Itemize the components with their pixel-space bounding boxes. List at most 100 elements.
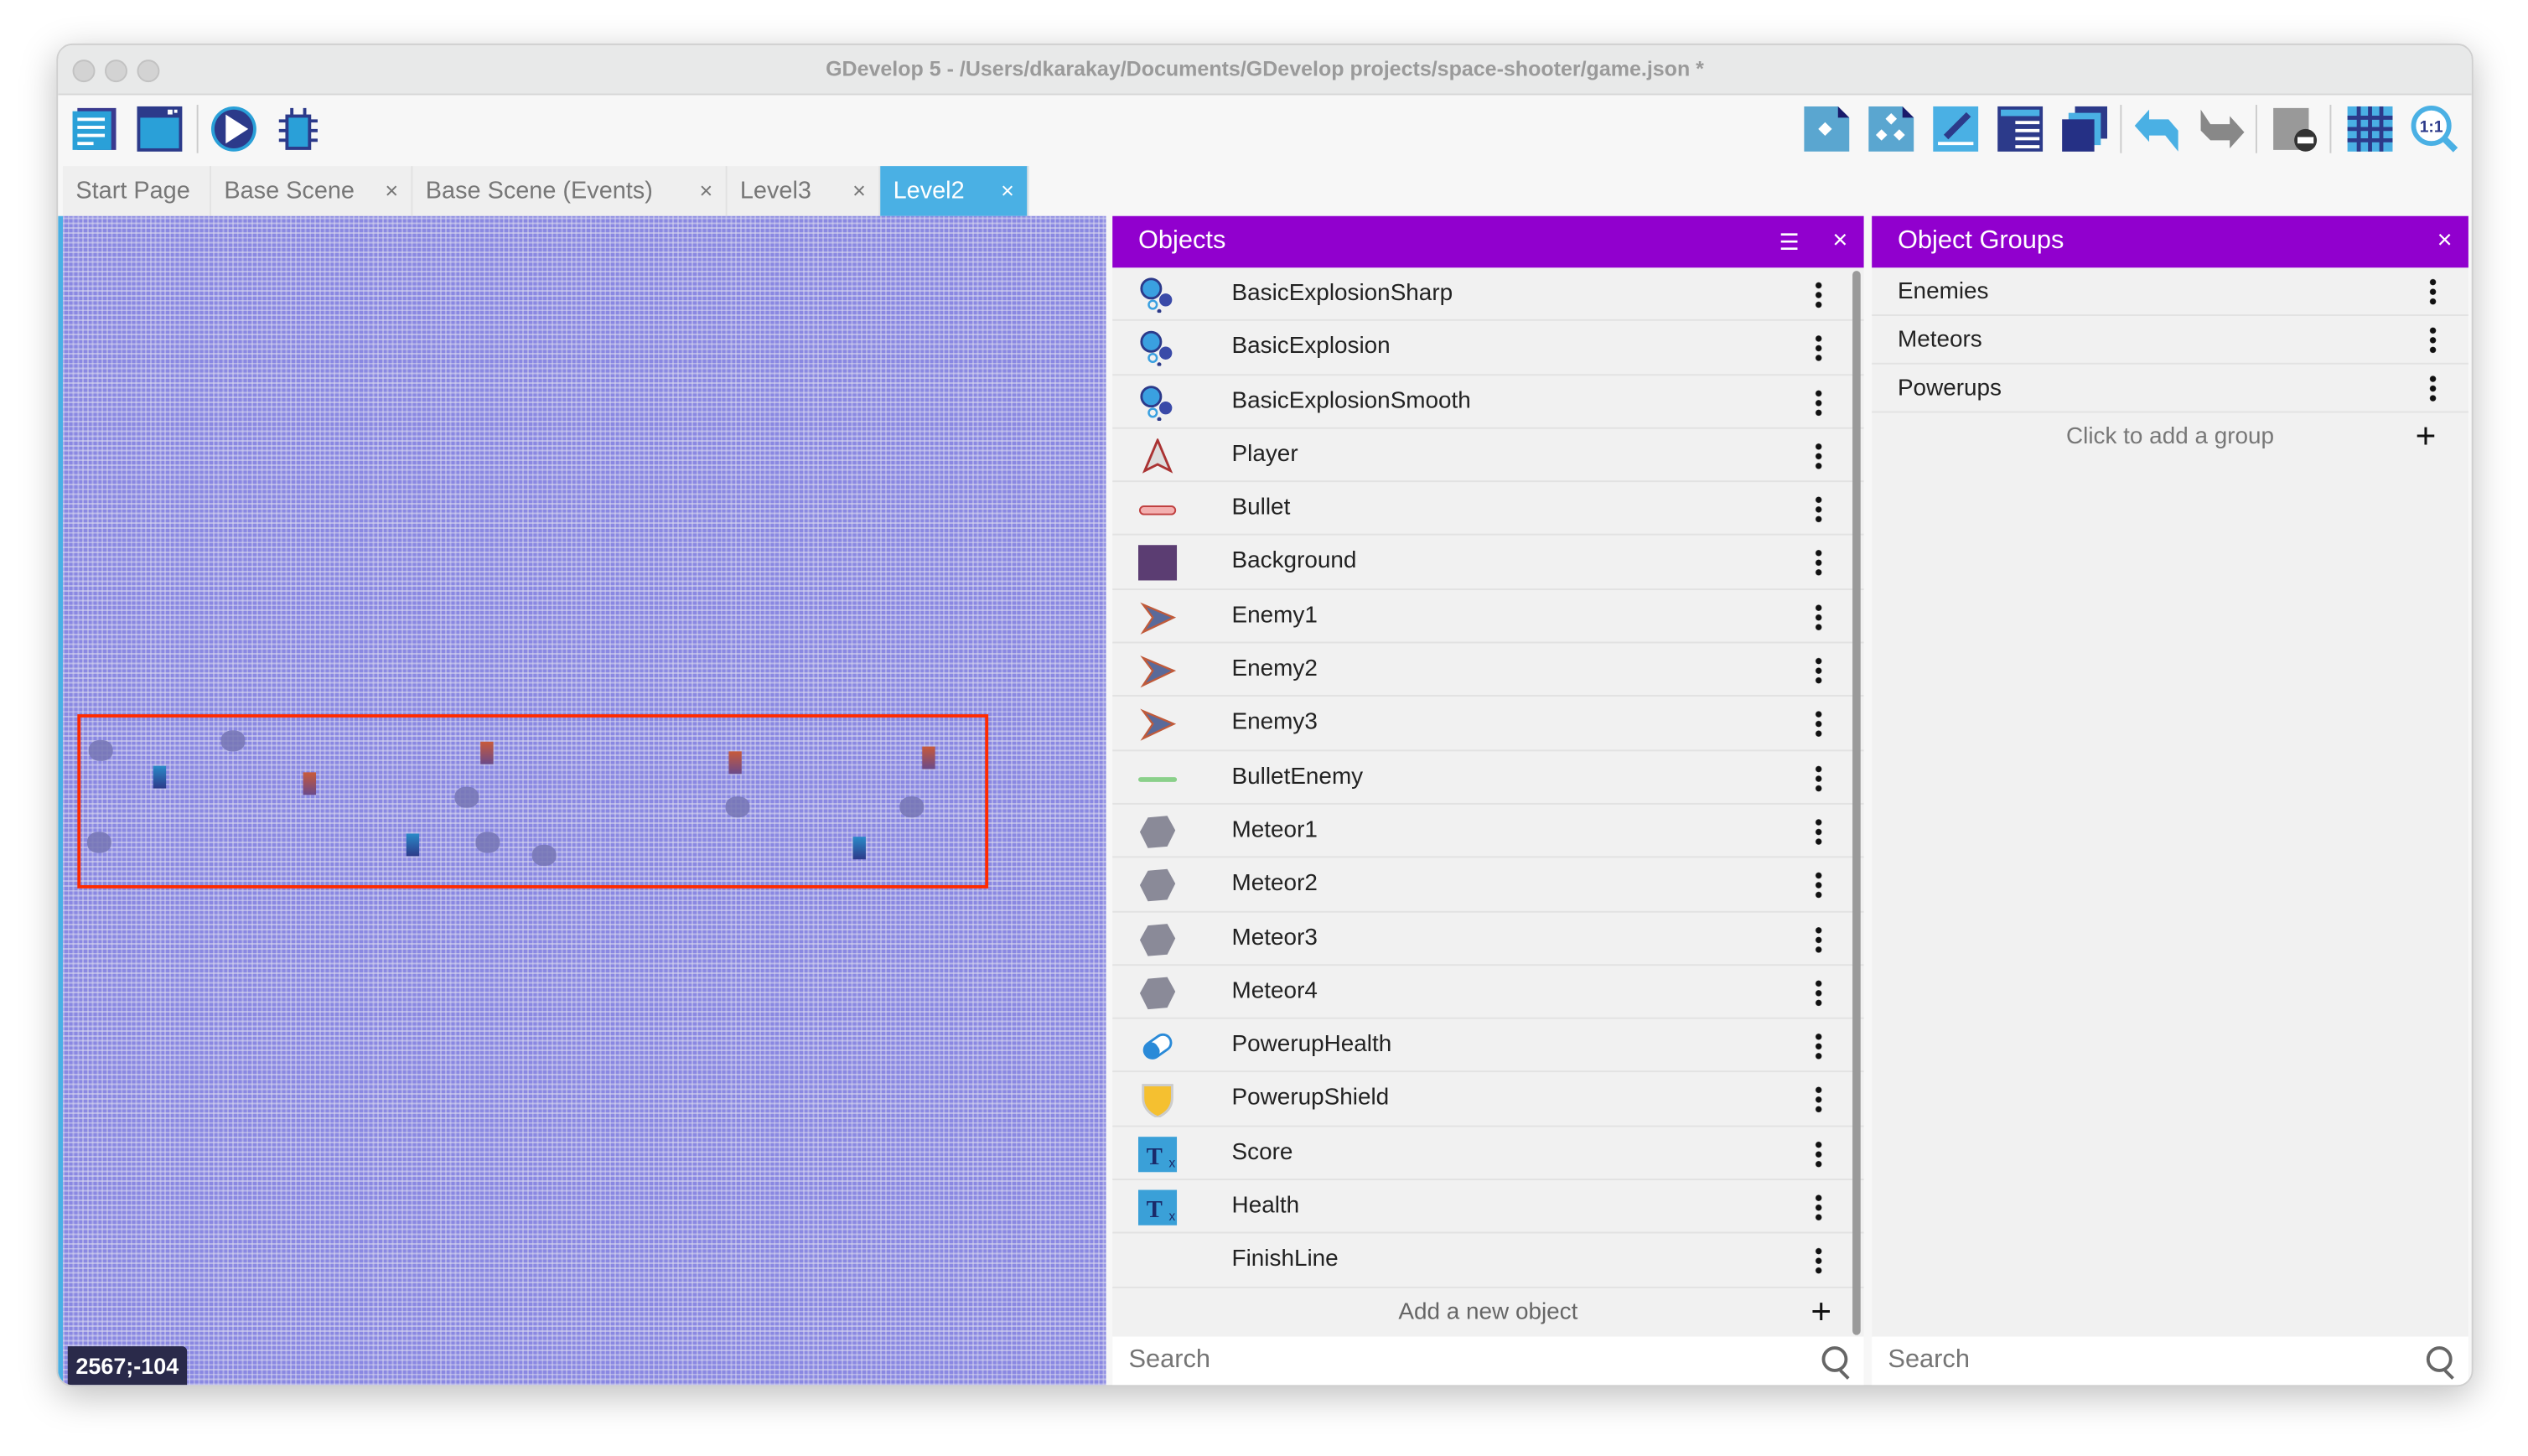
debugger-icon[interactable] <box>274 105 323 153</box>
close-icon[interactable]: × <box>2437 227 2453 255</box>
zoom-window-button[interactable] <box>137 60 160 83</box>
layers-list-icon[interactable] <box>1996 105 2044 153</box>
groups-search-input[interactable] <box>1884 1345 2359 1377</box>
more-options-icon[interactable] <box>1815 764 1822 791</box>
object-item[interactable]: PowerupShield <box>1112 1073 1864 1127</box>
project-manager-icon[interactable] <box>71 105 120 153</box>
group-item[interactable]: Powerups <box>1872 365 2468 413</box>
more-options-icon[interactable] <box>1815 1193 1822 1221</box>
objects-scrollbar[interactable] <box>1852 271 1861 1335</box>
more-options-icon[interactable] <box>1815 656 1822 684</box>
more-options-icon[interactable] <box>1815 710 1822 738</box>
more-options-icon[interactable] <box>1815 280 1822 308</box>
properties-edit-icon[interactable] <box>1931 105 1980 153</box>
objects-search[interactable] <box>1112 1336 1864 1386</box>
object-item[interactable]: BasicExplosion <box>1112 321 1864 376</box>
more-options-icon[interactable] <box>1815 978 1822 1006</box>
meteor-instance[interactable] <box>725 796 750 818</box>
close-icon[interactable]: × <box>1001 177 1014 204</box>
minimize-window-button[interactable] <box>105 60 127 83</box>
group-item[interactable]: Meteors <box>1872 316 2468 365</box>
scene-window-icon[interactable] <box>136 105 184 153</box>
group-item[interactable]: Enemies <box>1872 267 2468 317</box>
more-options-icon[interactable] <box>1815 817 1822 845</box>
more-options-icon[interactable] <box>1815 387 1822 416</box>
redo-icon[interactable] <box>2198 105 2246 153</box>
object-item[interactable]: BasicExplosionSmooth <box>1112 375 1864 429</box>
object-item[interactable]: Meteor2 <box>1112 858 1864 912</box>
meteor-instance[interactable] <box>475 832 500 853</box>
preview-play-icon[interactable] <box>210 105 258 153</box>
enemy-instance[interactable] <box>480 741 494 764</box>
object-item[interactable]: Background <box>1112 536 1864 590</box>
search-icon[interactable] <box>1821 1346 1848 1372</box>
groups-search[interactable] <box>1872 1336 2468 1386</box>
scene-canvas[interactable]: 2567;-104 <box>63 215 1106 1386</box>
tab-level2[interactable]: Level2 × <box>880 166 1029 216</box>
object-item[interactable]: FinishLine <box>1112 1234 1864 1288</box>
layers-stack-icon[interactable] <box>2060 105 2109 153</box>
object-item[interactable]: Meteor1 <box>1112 805 1864 858</box>
undo-icon[interactable] <box>2133 105 2182 153</box>
add-group-button[interactable]: Click to add a group + <box>1872 412 2468 461</box>
close-icon[interactable]: × <box>1832 227 1848 255</box>
tab-start-page[interactable]: Start Page <box>63 166 211 216</box>
close-icon[interactable]: × <box>385 177 399 204</box>
more-options-icon[interactable] <box>1815 602 1822 630</box>
close-icon[interactable]: × <box>852 177 866 204</box>
search-icon[interactable] <box>2426 1346 2453 1372</box>
tab-base-scene[interactable]: Base Scene × <box>210 166 413 216</box>
meteor-instance[interactable] <box>86 832 111 853</box>
more-options-icon[interactable] <box>1815 925 1822 952</box>
more-options-icon[interactable] <box>1815 1246 1822 1275</box>
object-item[interactable]: Bullet <box>1112 482 1864 536</box>
zoom-reset-icon[interactable]: 1:1 <box>2411 105 2459 153</box>
enemy-instance[interactable] <box>153 765 167 789</box>
add-instance-icon[interactable] <box>1802 105 1851 153</box>
object-item[interactable]: Enemy1 <box>1112 590 1864 644</box>
close-icon[interactable]: × <box>699 177 713 204</box>
object-item[interactable]: Player <box>1112 428 1864 483</box>
canvas-scrollbar[interactable] <box>58 215 64 1386</box>
enemy-instance[interactable] <box>852 837 866 860</box>
object-item[interactable]: Enemy2 <box>1112 644 1864 697</box>
object-item[interactable]: Meteor4 <box>1112 966 1864 1019</box>
selection-rectangle[interactable] <box>77 714 989 889</box>
object-item[interactable]: Enemy3 <box>1112 697 1864 751</box>
instances-list-icon[interactable] <box>1867 105 1915 153</box>
grid-icon[interactable] <box>2346 105 2395 153</box>
enemy-instance[interactable] <box>728 751 742 775</box>
object-item[interactable]: PowerupHealth <box>1112 1019 1864 1073</box>
more-options-icon[interactable] <box>2429 374 2437 402</box>
enemy-instance[interactable] <box>303 772 317 795</box>
object-item[interactable]: BulletEnemy <box>1112 751 1864 805</box>
meteor-instance[interactable] <box>88 739 113 761</box>
more-options-icon[interactable] <box>1815 1139 1822 1168</box>
add-object-button[interactable]: Add a new object + <box>1112 1288 1863 1336</box>
more-options-icon[interactable] <box>1815 495 1822 523</box>
more-options-icon[interactable] <box>1815 441 1822 469</box>
more-options-icon[interactable] <box>1815 871 1822 899</box>
object-item[interactable]: BasicExplosionSharp <box>1112 267 1864 322</box>
more-options-icon[interactable] <box>1815 548 1822 577</box>
more-options-icon[interactable] <box>2429 277 2437 305</box>
more-options-icon[interactable] <box>1815 1032 1822 1060</box>
enemy-instance[interactable] <box>922 746 935 769</box>
delete-icon[interactable] <box>2270 105 2318 153</box>
filter-icon[interactable]: ☰ <box>1779 229 1800 255</box>
meteor-instance[interactable] <box>454 786 479 808</box>
tab-base-scene-events[interactable]: Base Scene (Events) × <box>412 166 728 216</box>
meteor-instance[interactable] <box>899 796 925 818</box>
meteor-instance[interactable] <box>531 844 557 866</box>
meteor-instance[interactable] <box>220 730 246 752</box>
more-options-icon[interactable] <box>2429 325 2437 354</box>
more-options-icon[interactable] <box>1815 334 1822 362</box>
close-window-button[interactable] <box>72 60 96 83</box>
objects-search-input[interactable] <box>1125 1345 1723 1377</box>
enemy-instance[interactable] <box>406 833 420 857</box>
tab-level3[interactable]: Level3 × <box>727 166 881 216</box>
object-item[interactable]: Meteor3 <box>1112 912 1864 966</box>
more-options-icon[interactable] <box>1815 1086 1822 1114</box>
